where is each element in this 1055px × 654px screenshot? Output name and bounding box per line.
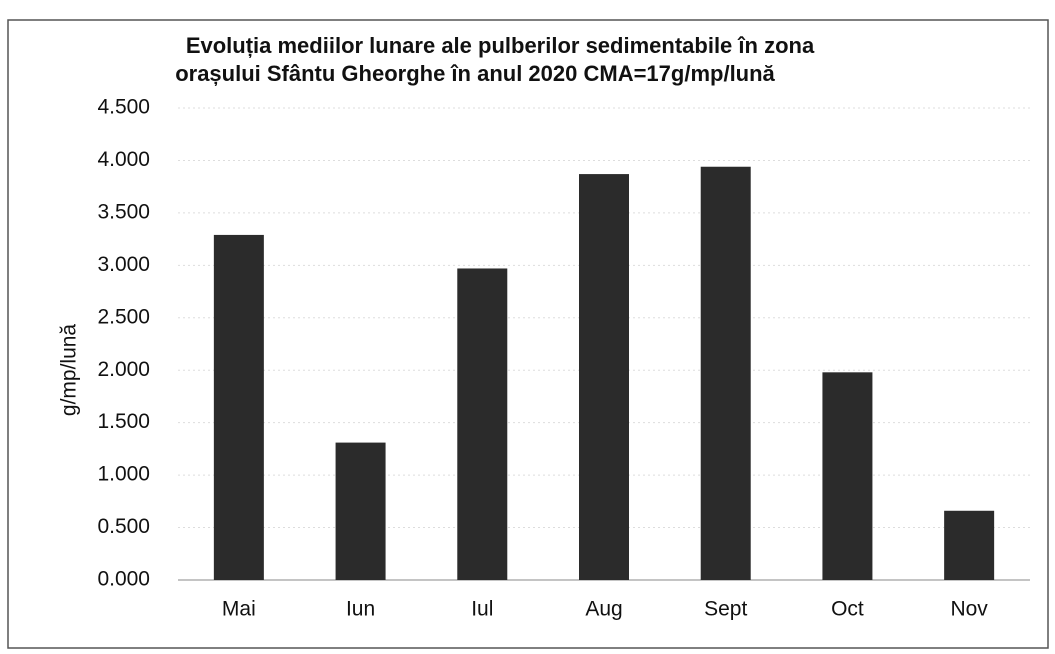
y-tick-label: 4.500	[97, 96, 150, 119]
y-tick-label: 4.000	[97, 148, 150, 171]
x-tick-label: Nov	[950, 598, 988, 621]
x-tick-label: Sept	[704, 598, 747, 621]
x-tick-label: Aug	[585, 598, 622, 621]
y-tick-label: 1.500	[97, 410, 150, 433]
x-tick-label: Oct	[831, 598, 864, 621]
chart-title: orașului Sfântu Gheorghe în anul 2020 CM…	[175, 61, 775, 86]
y-tick-label: 3.500	[97, 200, 150, 223]
bar	[213, 234, 264, 580]
x-tick-label: Mai	[222, 598, 256, 621]
bar	[457, 268, 508, 580]
y-tick-label: 3.000	[97, 253, 150, 276]
y-tick-label: 2.500	[97, 305, 150, 328]
chart-title: Evoluția mediilor lunare ale pulberilor …	[186, 33, 815, 58]
y-tick-label: 2.000	[97, 358, 150, 381]
bar	[579, 174, 629, 580]
y-tick-label: 0.500	[97, 515, 150, 538]
y-axis-label: g/mp/lună	[58, 324, 81, 417]
y-tick-label: 1.000	[97, 463, 150, 486]
bar	[335, 442, 386, 580]
bar	[944, 510, 995, 580]
bar	[822, 372, 873, 580]
bar	[700, 166, 751, 580]
x-tick-label: Iun	[346, 598, 375, 621]
y-tick-label: 0.000	[97, 568, 150, 591]
x-tick-label: Iul	[471, 598, 493, 621]
chart-frame	[7, 19, 1049, 649]
